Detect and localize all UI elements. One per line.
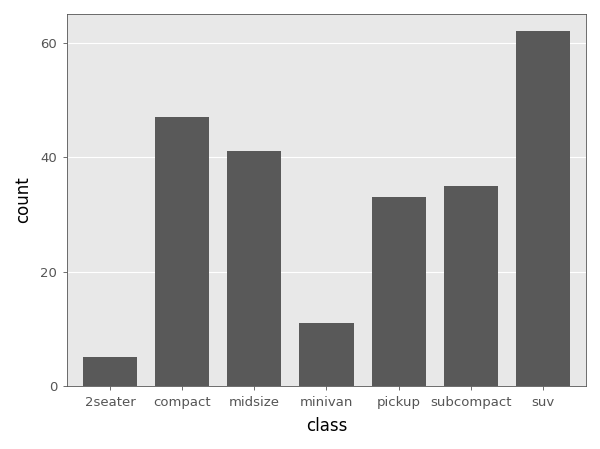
Bar	[443, 185, 498, 386]
X-axis label: class: class	[306, 417, 347, 435]
Bar	[516, 31, 570, 386]
Bar	[227, 151, 281, 386]
Y-axis label: count: count	[14, 176, 32, 223]
Bar	[371, 197, 425, 386]
Bar	[155, 117, 209, 386]
Bar	[299, 323, 353, 386]
Bar	[83, 357, 137, 386]
